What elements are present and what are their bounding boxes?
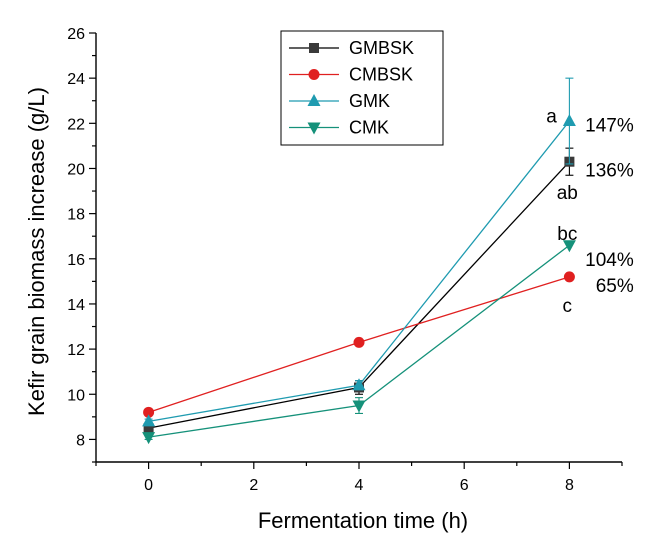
- x-tick-label: 4: [355, 477, 364, 494]
- legend-marker: [309, 43, 319, 53]
- y-tick-label: 18: [67, 207, 85, 224]
- series-cmbsk: [143, 271, 575, 418]
- annotation-label: 104%: [585, 250, 634, 271]
- data-point-gmk: [352, 378, 366, 391]
- x-tick-label: 8: [565, 477, 574, 494]
- annotation-layer: a ab bc c 147% 136% 104% 65%: [546, 106, 634, 317]
- data-point-cmk: [142, 432, 156, 445]
- data-point-cmbsk: [563, 271, 575, 283]
- x-axis-title: Fermentation time (h): [258, 508, 468, 533]
- y-axis-title: Kefir grain biomass increase (g/L): [24, 87, 49, 416]
- data-point-gmk: [142, 414, 156, 427]
- y-tick-label: 22: [67, 116, 85, 133]
- x-tick-label: 6: [460, 477, 469, 494]
- annotation-label: 136%: [585, 161, 634, 182]
- legend-marker: [307, 94, 321, 106]
- y-tick-label: 10: [67, 387, 85, 404]
- series-layer: [142, 77, 576, 445]
- legend-label: GMK: [349, 91, 390, 111]
- data-point-gmk: [562, 114, 576, 127]
- data-point-gmbsk: [143, 423, 154, 434]
- y-tick-label: 8: [76, 432, 85, 449]
- legend-item-gmbsk: GMBSK: [289, 38, 414, 58]
- y-tick-label: 14: [67, 297, 85, 314]
- legend-marker: [307, 122, 321, 135]
- data-point-cmk: [562, 240, 576, 253]
- series-cmk: [142, 240, 576, 445]
- annotation-label: ab: [557, 183, 578, 204]
- data-point-cmbsk: [143, 406, 155, 418]
- annotation-label: 147%: [585, 115, 634, 136]
- legend-label: CMBSK: [349, 65, 413, 85]
- annotation-label: a: [546, 106, 557, 127]
- data-point-cmbsk: [353, 336, 365, 348]
- x-tick-label: 2: [249, 477, 258, 494]
- y-tick-label: 12: [67, 342, 85, 359]
- legend-label: GMBSK: [349, 38, 414, 58]
- y-tick-label: 26: [67, 26, 85, 43]
- legend-item-cmbsk: CMBSK: [289, 65, 413, 85]
- legend-label: CMK: [349, 118, 389, 138]
- legend-item-cmk: CMK: [289, 118, 389, 138]
- legend-box: [280, 30, 444, 146]
- legend: GMBSK CMBSK GMK CMK: [280, 30, 444, 146]
- y-tick-label: 24: [67, 71, 85, 88]
- data-point-cmk: [352, 400, 366, 413]
- y-tick-label: 20: [67, 161, 85, 178]
- series-gmk: [142, 77, 576, 427]
- legend-marker: [308, 69, 320, 80]
- legend-item-gmk: GMK: [289, 91, 390, 111]
- series-line-gmk: [148, 120, 570, 422]
- annotation-label: c: [563, 296, 573, 317]
- y-tick-label: 16: [67, 252, 85, 269]
- annotation-label: bc: [557, 224, 577, 245]
- annotation-label: 65%: [596, 276, 634, 297]
- x-tick-label: 0: [144, 477, 153, 494]
